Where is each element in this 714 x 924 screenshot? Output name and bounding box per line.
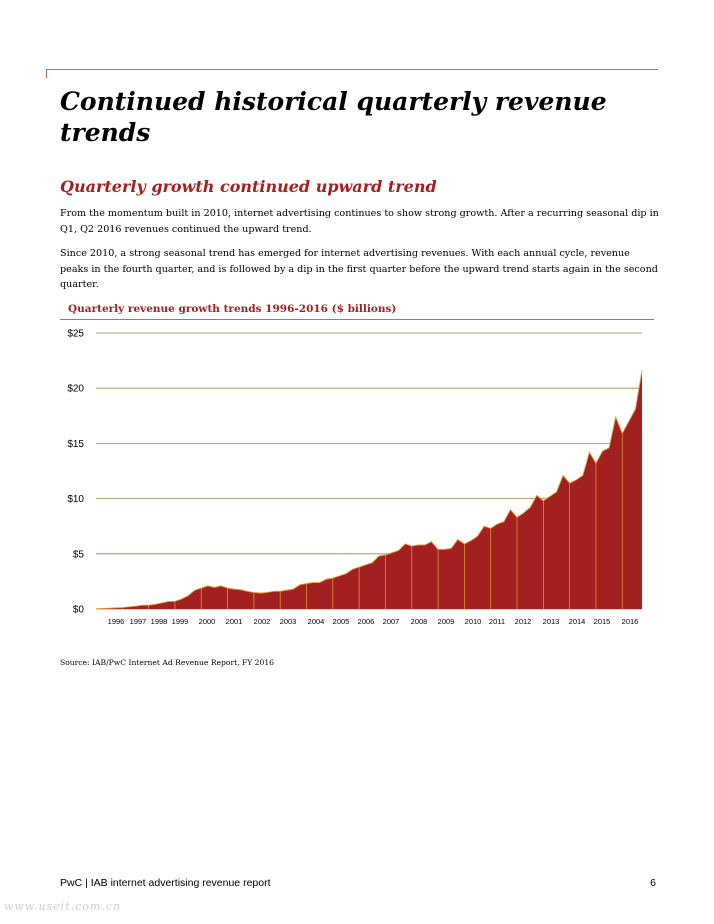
x-tick-label: 1997: [130, 617, 147, 626]
x-tick-label: 2007: [383, 617, 400, 626]
x-tick-label: 2001: [226, 617, 243, 626]
y-tick-label: $5: [73, 549, 85, 560]
source-note: Source: IAB/PwC Internet Ad Revenue Repo…: [60, 658, 275, 667]
watermark-text: www.useit.com.cn: [4, 900, 122, 913]
y-tick-labels: $0 $5 $10 $15 $20 $25: [67, 329, 84, 616]
section-heading: Quarterly growth continued upward trend: [60, 177, 437, 196]
x-tick-label: 2002: [254, 617, 271, 626]
y-tick-label: $20: [67, 384, 84, 395]
page-title: Continued historical quarterly revenue t…: [60, 87, 607, 147]
paragraph-1: From the momentum built in 2010, interne…: [60, 208, 659, 235]
x-tick-label: 2006: [358, 617, 375, 626]
revenue-line: [95, 370, 643, 610]
x-tick-label: 2016: [622, 617, 639, 626]
x-tick-label: 2003: [280, 617, 297, 626]
x-tick-label: 1999: [172, 617, 189, 626]
chart-title: Quarterly revenue growth trends 1996-201…: [68, 303, 397, 315]
x-tick-label: 2014: [569, 617, 586, 626]
y-tick-label: $10: [67, 494, 84, 505]
y-tick-label: $15: [67, 439, 84, 450]
y-tick-label: $0: [73, 605, 85, 616]
x-tick-label: 2009: [438, 617, 455, 626]
x-tick-label: 2004: [308, 617, 325, 626]
x-tick-label: 1996: [108, 617, 125, 626]
top-rule-tick: [46, 69, 47, 78]
x-tick-label: 2000: [199, 617, 216, 626]
x-tick-label: 2015: [594, 617, 611, 626]
x-tick-label: 2008: [411, 617, 428, 626]
x-tick-label: 2011: [489, 617, 505, 626]
x-tick-label: 1998: [151, 617, 168, 626]
footer-label: PwC | IAB internet advertising revenue r…: [60, 877, 271, 889]
x-tick-labels: 1996 1997 1998 1999 2000 2001 2002 2003 2004 2005…: [108, 617, 639, 626]
chart-title-rule: [60, 319, 654, 320]
x-tick-label: 2013: [543, 617, 560, 626]
area-series: [95, 370, 643, 610]
revenue-area: [96, 370, 642, 609]
y-tick-label: $25: [67, 329, 84, 340]
paragraph-2: Since 2010, a strong seasonal trend has …: [60, 248, 658, 290]
top-rule: [46, 69, 658, 70]
page-number: 6: [650, 877, 656, 889]
x-tick-label: 2010: [465, 617, 482, 626]
x-tick-label: 2012: [515, 617, 532, 626]
x-tick-label: 2005: [333, 617, 350, 626]
